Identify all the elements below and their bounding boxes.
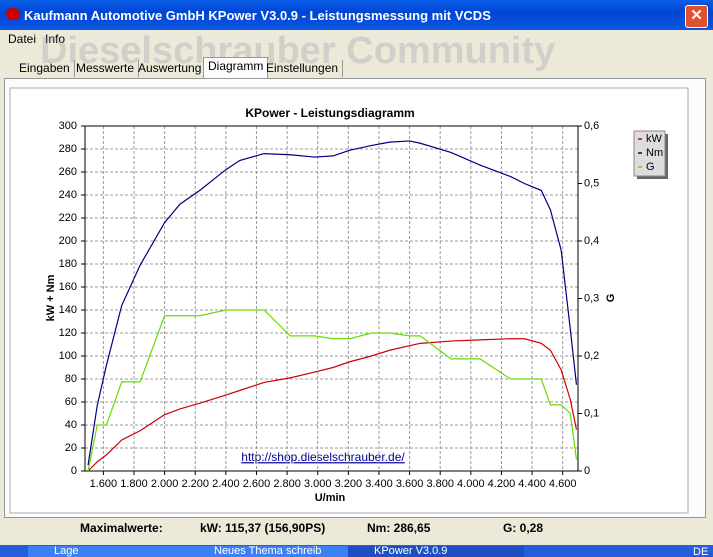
taskbar-button[interactable]: KPower V3.0.9 bbox=[348, 546, 524, 557]
y-tick-label: 40 bbox=[65, 419, 77, 431]
summary-kw: kW: 115,37 (156,90PS) bbox=[200, 521, 326, 535]
x-tick-label: 2.600 bbox=[243, 478, 271, 490]
x-tick-label: 3.200 bbox=[335, 478, 363, 490]
language: DE bbox=[693, 546, 709, 557]
menu-item[interactable]: Info bbox=[45, 32, 66, 46]
y-tick-label: 280 bbox=[59, 143, 77, 155]
x-axis-label: U/min bbox=[315, 492, 346, 504]
y-tick-label: 80 bbox=[65, 373, 77, 385]
y2-tick-label: 0,1 bbox=[584, 407, 599, 419]
y-tick-label: 300 bbox=[59, 120, 77, 132]
summary-nm: Nm: 286,65 bbox=[367, 521, 431, 535]
tab-selected[interactable]: Diagramm bbox=[203, 57, 269, 78]
title-bar: Kaufmann Automotive GmbH KPower V3.0.9 -… bbox=[0, 0, 713, 30]
tab[interactable]: Eingaben bbox=[15, 60, 75, 77]
y-tick-label: 200 bbox=[59, 235, 77, 247]
x-tick-label: 3.800 bbox=[426, 478, 454, 490]
legend-label: G bbox=[646, 161, 655, 173]
summary-label: Maximalwerte: bbox=[80, 521, 163, 535]
plot-frame bbox=[84, 125, 579, 472]
y2-tick-label: 0,2 bbox=[584, 350, 599, 362]
y-tick-label: 220 bbox=[59, 212, 77, 224]
y-tick-label: 100 bbox=[59, 350, 77, 362]
x-tick-label: 2.200 bbox=[181, 478, 209, 490]
y-tick-label: 20 bbox=[65, 442, 77, 454]
y-tick-label: 0 bbox=[71, 465, 77, 477]
menu-item[interactable]: Datei bbox=[8, 32, 37, 46]
tab[interactable]: Messwerte bbox=[72, 60, 140, 77]
chart: KPower - Leistungsdiagramm U/min kW + Nm… bbox=[9, 87, 689, 514]
series-line bbox=[87, 309, 578, 472]
x-tick-label: 4.400 bbox=[518, 478, 546, 490]
x-tick-label: 4.000 bbox=[457, 478, 485, 490]
close-button[interactable]: ✕ bbox=[685, 5, 708, 28]
y-tick-label: 160 bbox=[59, 281, 77, 293]
x-tick-label: 4.200 bbox=[488, 478, 516, 490]
y-tick-label: 140 bbox=[59, 304, 77, 316]
chart-background bbox=[9, 87, 689, 514]
legend-label: kW bbox=[646, 133, 663, 145]
x-tick-label: 3.600 bbox=[396, 478, 424, 490]
x-tick-label: 3.400 bbox=[365, 478, 393, 490]
taskbar: Lage Neues Thema schreib KPower V3.0.9 D… bbox=[0, 545, 713, 557]
legend-label: Nm bbox=[646, 147, 663, 159]
x-tick-label: 1.600 bbox=[90, 478, 118, 490]
y-tick-label: 180 bbox=[59, 258, 77, 270]
series-line bbox=[87, 140, 578, 466]
y2-tick-label: 0,4 bbox=[584, 235, 599, 247]
x-tick-label: 4.600 bbox=[549, 478, 577, 490]
window-title: Kaufmann Automotive GmbH KPower V3.0.9 -… bbox=[24, 8, 491, 23]
y2-tick-label: 0,5 bbox=[584, 177, 599, 189]
y-tick-label: 260 bbox=[59, 166, 77, 178]
tab[interactable]: Einstellungen bbox=[262, 60, 344, 77]
y2-tick-label: 0,6 bbox=[584, 120, 599, 132]
y-tick-label: 240 bbox=[59, 189, 77, 201]
x-tick-label: 1.800 bbox=[120, 478, 148, 490]
chart-title: KPower - Leistungsdiagramm bbox=[245, 106, 414, 120]
taskbar-button[interactable]: Lage bbox=[28, 546, 204, 557]
y2-axis-label: G bbox=[605, 294, 617, 303]
summary-g: G: 0,28 bbox=[503, 521, 544, 535]
x-tick-label: 2.400 bbox=[212, 478, 240, 490]
y-tick-label: 120 bbox=[59, 327, 77, 339]
y2-tick-label: 0 bbox=[584, 465, 590, 477]
y-tick-label: 60 bbox=[65, 396, 77, 408]
x-tick-label: 2.000 bbox=[151, 478, 179, 490]
taskbar-button[interactable]: Neues Thema schreib bbox=[188, 546, 364, 557]
y2-tick-label: 0,3 bbox=[584, 292, 599, 304]
x-tick-label: 3.000 bbox=[304, 478, 332, 490]
app-icon bbox=[6, 8, 20, 20]
url-link[interactable]: http://shop.dieselschrauber.de/ bbox=[241, 450, 405, 464]
watermark: Dieselschrauber Community bbox=[40, 30, 556, 72]
series-line bbox=[87, 338, 578, 472]
x-tick-label: 2.800 bbox=[273, 478, 301, 490]
y-axis-label: kW + Nm bbox=[45, 274, 57, 321]
